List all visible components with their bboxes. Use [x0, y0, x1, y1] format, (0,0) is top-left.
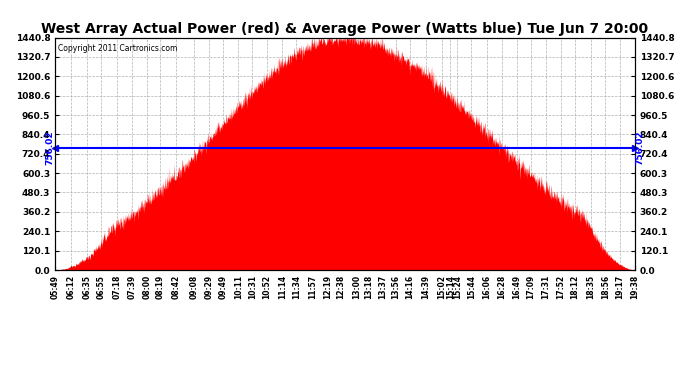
Title: West Array Actual Power (red) & Average Power (Watts blue) Tue Jun 7 20:00: West Array Actual Power (red) & Average …	[41, 22, 649, 36]
Text: Copyright 2011 Cartronics.com: Copyright 2011 Cartronics.com	[58, 45, 177, 54]
Text: 756.02: 756.02	[635, 131, 644, 165]
Text: 756.02: 756.02	[46, 131, 55, 165]
